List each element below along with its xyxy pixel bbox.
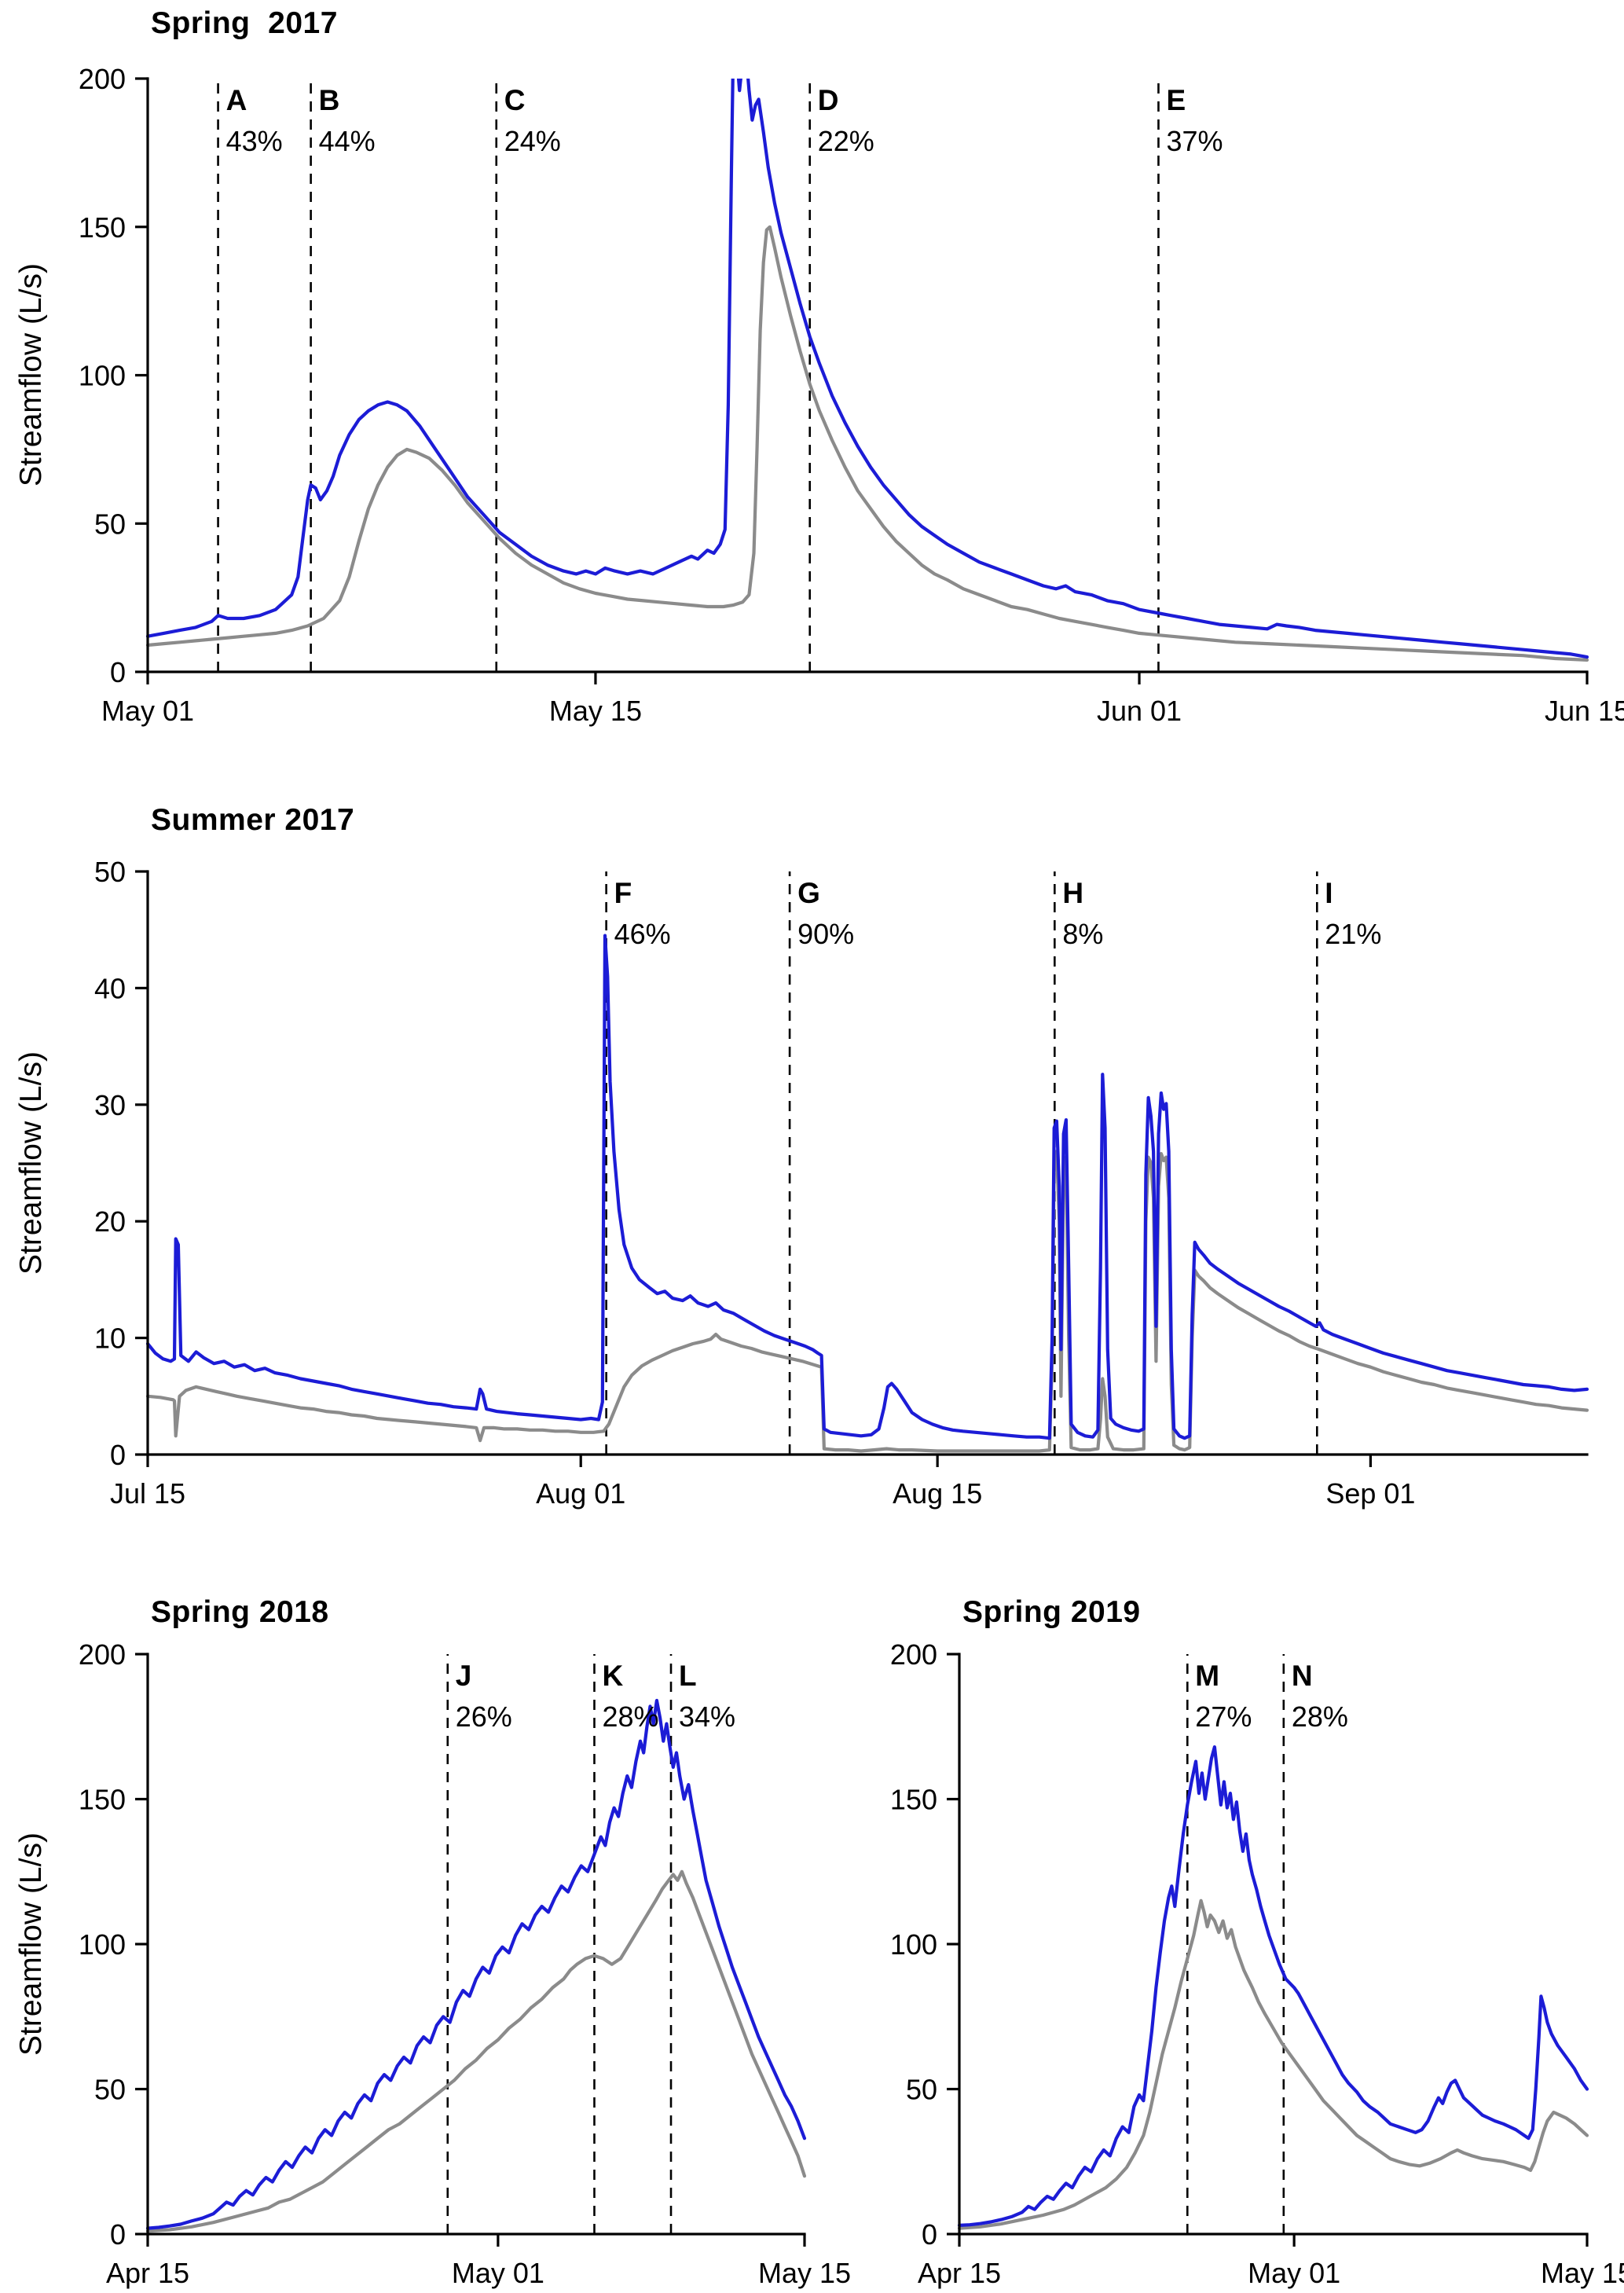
svg-text:22%: 22%	[818, 125, 874, 157]
svg-text:Jun 01: Jun 01	[1097, 695, 1182, 727]
svg-text:May 01: May 01	[101, 695, 194, 727]
svg-text:0: 0	[110, 1439, 126, 1471]
svg-text:D: D	[818, 84, 839, 116]
svg-text:21%: 21%	[1325, 918, 1381, 950]
svg-text:K: K	[602, 1660, 623, 1692]
svg-text:34%: 34%	[679, 1700, 735, 1733]
panel-spring2017-title: Spring 2017	[151, 6, 338, 40]
svg-text:J: J	[456, 1660, 472, 1692]
svg-text:10: 10	[94, 1323, 126, 1355]
svg-text:100: 100	[79, 360, 126, 392]
svg-text:200: 200	[890, 1638, 937, 1671]
svg-text:28%: 28%	[1292, 1700, 1348, 1733]
svg-text:Jun 15: Jun 15	[1545, 695, 1624, 727]
svg-text:200: 200	[79, 1638, 126, 1671]
svg-text:Apr 15: Apr 15	[918, 2257, 1001, 2289]
svg-text:Aug 15: Aug 15	[893, 1477, 982, 1510]
svg-text:Apr 15: Apr 15	[106, 2257, 189, 2289]
svg-text:44%: 44%	[319, 125, 376, 157]
svg-text:N: N	[1292, 1660, 1313, 1692]
svg-text:43%: 43%	[226, 125, 283, 157]
svg-text:B: B	[319, 84, 340, 116]
svg-text:Jul 15: Jul 15	[110, 1477, 185, 1510]
svg-text:May 15: May 15	[549, 695, 642, 727]
panel-spring2019-title: Spring 2019	[962, 1595, 1141, 1629]
svg-text:0: 0	[110, 656, 126, 688]
svg-text:I: I	[1325, 877, 1333, 909]
svg-text:H: H	[1062, 877, 1083, 909]
svg-text:C: C	[504, 84, 526, 116]
svg-text:0: 0	[922, 2218, 937, 2251]
svg-text:May 15: May 15	[758, 2257, 851, 2289]
svg-text:Aug 01: Aug 01	[536, 1477, 625, 1510]
svg-text:150: 150	[79, 1784, 126, 1816]
panel-summer2017-title: Summer 2017	[151, 803, 355, 837]
svg-text:100: 100	[79, 1928, 126, 1961]
svg-text:May 15: May 15	[1541, 2257, 1624, 2289]
svg-text:May 01: May 01	[452, 2257, 544, 2289]
svg-text:50: 50	[94, 856, 126, 888]
svg-text:50: 50	[906, 2074, 937, 2106]
svg-text:L: L	[679, 1660, 697, 1692]
svg-text:46%: 46%	[614, 918, 671, 950]
svg-text:90%: 90%	[797, 918, 854, 950]
svg-text:40: 40	[94, 972, 126, 1004]
svg-text:24%: 24%	[504, 125, 561, 157]
svg-text:M: M	[1195, 1660, 1219, 1692]
svg-text:100: 100	[890, 1928, 937, 1961]
svg-text:A: A	[226, 84, 247, 116]
svg-text:50: 50	[94, 2074, 126, 2106]
svg-text:27%: 27%	[1195, 1700, 1252, 1733]
svg-text:50: 50	[94, 508, 126, 540]
svg-text:28%: 28%	[602, 1700, 658, 1733]
svg-text:37%: 37%	[1166, 125, 1223, 157]
svg-text:150: 150	[890, 1784, 937, 1816]
svg-text:150: 150	[79, 211, 126, 244]
svg-text:G: G	[797, 877, 820, 909]
svg-text:20: 20	[94, 1205, 126, 1238]
svg-text:F: F	[614, 877, 632, 909]
svg-text:0: 0	[110, 2218, 126, 2251]
svg-text:May 01: May 01	[1248, 2257, 1340, 2289]
svg-text:30: 30	[94, 1089, 126, 1121]
panel-spring2018-title: Spring 2018	[151, 1595, 329, 1629]
svg-text:E: E	[1166, 84, 1186, 116]
svg-text:200: 200	[79, 63, 126, 95]
svg-text:8%: 8%	[1062, 918, 1103, 950]
svg-text:Sep 01: Sep 01	[1325, 1477, 1415, 1510]
svg-text:26%: 26%	[456, 1700, 512, 1733]
